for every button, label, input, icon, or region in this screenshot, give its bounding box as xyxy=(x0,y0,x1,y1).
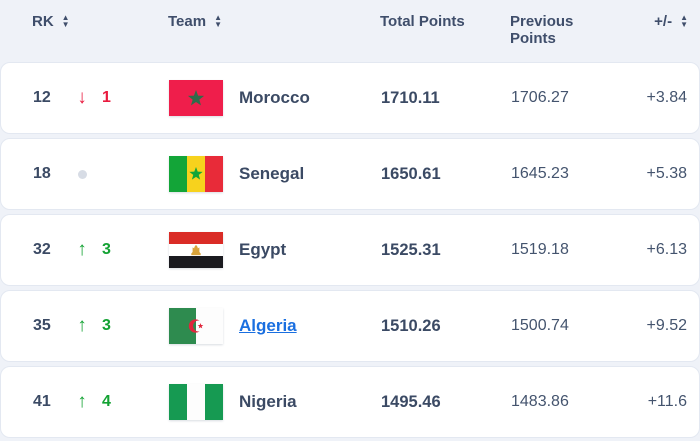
table-row[interactable]: 32 ↑ 3 Egypt 1525.31 1519.18 +6.13 xyxy=(0,214,700,286)
rank-change-value: 3 xyxy=(102,317,111,334)
egypt-flag-icon xyxy=(169,232,223,268)
table-row[interactable]: 41 ↑ 4 Nigeria 1495.46 1483.86 +11.6 xyxy=(0,366,700,438)
algeria-flag-icon xyxy=(169,308,223,344)
rank-value: 12 xyxy=(33,89,51,106)
column-header-total-points: Total Points xyxy=(380,13,510,30)
rank-change-value: 3 xyxy=(102,241,111,258)
team-link[interactable]: Algeria xyxy=(239,316,297,335)
team-name: Nigeria xyxy=(239,392,297,411)
rank-down-icon: ↓ xyxy=(77,87,87,108)
rank-change: ↑ 3 xyxy=(73,315,169,337)
team-cell: Algeria xyxy=(169,308,381,344)
sort-icon[interactable]: ▲ ▼ xyxy=(680,13,688,29)
rank-change: ↓ 1 xyxy=(73,87,169,109)
rank-change: ↑ 3 xyxy=(73,239,169,261)
column-header-team[interactable]: Team ▲ ▼ xyxy=(168,13,380,30)
rank-up-icon: ↑ xyxy=(77,391,87,412)
rank-value: 41 xyxy=(33,393,51,410)
rank-change-value: 1 xyxy=(102,89,111,106)
sort-icon[interactable]: ▲ ▼ xyxy=(61,13,70,29)
points-diff-value: +11.6 xyxy=(647,393,687,410)
rank-change-value: 4 xyxy=(102,393,111,410)
nigeria-flag-icon xyxy=(169,384,223,420)
rank-value: 35 xyxy=(33,317,51,334)
senegal-flag-icon xyxy=(169,156,223,192)
column-header-plus-minus[interactable]: +/- ▲ ▼ xyxy=(637,13,688,30)
team-name: Egypt xyxy=(239,240,287,259)
no-change-icon xyxy=(78,169,87,179)
team-cell: Nigeria xyxy=(169,384,381,420)
total-points-value: 1650.61 xyxy=(381,164,441,183)
team-name: Morocco xyxy=(239,88,310,107)
total-points-value: 1510.26 xyxy=(381,316,441,335)
points-diff-value: +6.13 xyxy=(646,241,687,258)
table-row[interactable]: 35 ↑ 3 Algeria 1510.26 1500.74 +9.52 xyxy=(0,290,700,362)
table-header: RK ▲ ▼ Team ▲ ▼ Total Points Previous Poin… xyxy=(0,0,700,62)
previous-points-value: 1483.86 xyxy=(511,393,569,410)
rank-change xyxy=(73,169,169,179)
rank-value: 32 xyxy=(33,241,51,258)
column-label-team: Team xyxy=(168,13,207,30)
total-points-value: 1495.46 xyxy=(381,392,441,411)
points-diff-value: +5.38 xyxy=(646,165,687,182)
previous-points-value: 1645.23 xyxy=(511,165,569,182)
table-body: 12 ↓ 1 Morocco 1710.11 1706.27 +3.84 18 … xyxy=(0,62,700,438)
previous-points-value: 1706.27 xyxy=(511,89,569,106)
previous-points-value: 1500.74 xyxy=(511,317,569,334)
column-label-plus-minus: +/- xyxy=(654,13,673,30)
previous-points-value: 1519.18 xyxy=(511,241,569,258)
team-name: Senegal xyxy=(239,164,305,183)
total-points-value: 1525.31 xyxy=(381,240,441,259)
table-row[interactable]: 12 ↓ 1 Morocco 1710.11 1706.27 +3.84 xyxy=(0,62,700,134)
team-cell: Egypt xyxy=(169,232,381,268)
sort-icon[interactable]: ▲ ▼ xyxy=(214,13,222,29)
rank-up-icon: ↑ xyxy=(77,315,87,336)
points-diff-value: +9.52 xyxy=(646,317,687,334)
column-label-total-points: Total Points xyxy=(380,13,465,30)
rank-up-icon: ↑ xyxy=(77,239,87,260)
rank-change: ↑ 4 xyxy=(73,391,169,413)
column-label-previous-points: Previous Points xyxy=(510,13,574,47)
points-diff-value: +3.84 xyxy=(646,89,687,106)
column-header-previous-points: Previous Points xyxy=(510,13,592,47)
column-header-rank[interactable]: RK ▲ ▼ xyxy=(32,13,72,30)
rank-value: 18 xyxy=(33,165,51,182)
total-points-value: 1710.11 xyxy=(381,88,440,107)
table-row[interactable]: 18 Senegal 1650.61 1645.23 +5.38 xyxy=(0,138,700,210)
team-cell: Morocco xyxy=(169,80,381,116)
morocco-flag-icon xyxy=(169,80,223,116)
team-cell: Senegal xyxy=(169,156,381,192)
column-label-rank: RK xyxy=(32,13,54,30)
